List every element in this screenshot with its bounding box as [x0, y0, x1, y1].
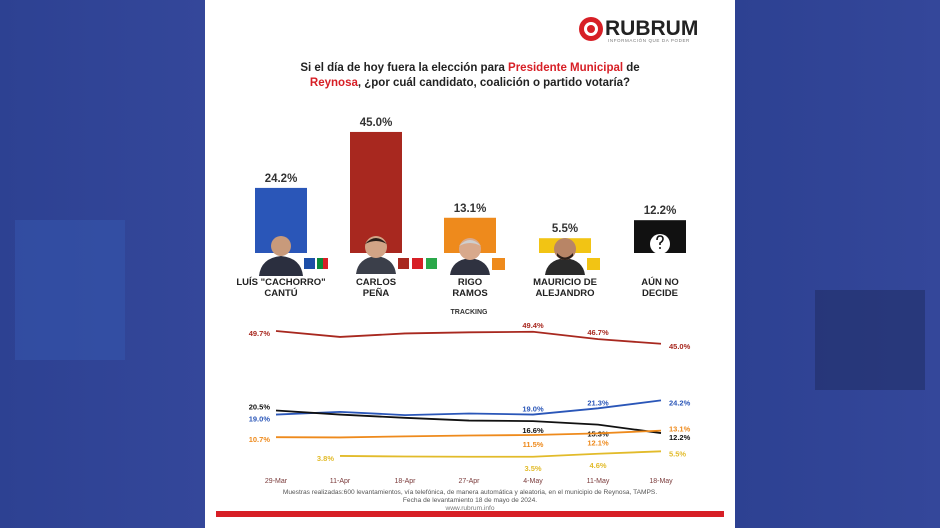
- photo-beard: [557, 253, 573, 260]
- title-part: de: [623, 62, 640, 74]
- x-tick-label: 18-May: [649, 478, 673, 485]
- series-line: [275, 409, 662, 434]
- photo-hair: [365, 238, 387, 244]
- party-logo: [304, 258, 315, 269]
- party-logo: [492, 258, 505, 270]
- x-tick-label: 18-Apr: [394, 478, 416, 485]
- party-logo: [398, 258, 409, 269]
- x-tick-label: 27-Apr: [458, 478, 480, 485]
- line-chart: 29-Mar 11-Apr 18-Apr 27-Apr 4-May 11-May 18-Ma…: [249, 321, 691, 485]
- value-label: 46.7%: [587, 328, 609, 337]
- party-logo: [323, 258, 328, 269]
- blur-shape: [815, 290, 925, 390]
- logo: RUBRUM INFORMACIÓN QUE DA PODER: [579, 17, 698, 43]
- value-label: 3.8%: [317, 454, 334, 463]
- title-line: Si el día de hoy fuera la elección para …: [300, 62, 639, 74]
- logo-dot: [587, 25, 595, 33]
- photo-body: [259, 256, 303, 276]
- tracking-title: TRACKING: [451, 309, 488, 316]
- photo-head: [271, 236, 291, 256]
- footer-note: Muestras realizadas:600 levantamientos, …: [282, 489, 658, 496]
- value-label: 10.7%: [249, 435, 271, 444]
- value-label: 11.5%: [523, 440, 544, 449]
- photo: [642, 234, 678, 272]
- x-tick-label: 11-May: [587, 478, 610, 485]
- photo: [259, 236, 303, 276]
- photo: [545, 238, 585, 275]
- series-line: [275, 399, 662, 417]
- value-label: 5.5%: [669, 449, 686, 458]
- logo-tagline: INFORMACIÓN QUE DA PODER: [608, 37, 690, 43]
- x-tick-label: 4-May: [523, 478, 543, 485]
- value-label: 45.0%: [669, 342, 691, 351]
- party-logos: [304, 258, 600, 270]
- photos: [259, 234, 678, 276]
- value-label: 13.1%: [454, 203, 487, 215]
- x-tick-label: CARLOS PEÑA: [355, 277, 397, 299]
- photo: [356, 236, 396, 274]
- x-tick-label: 29-Mar: [265, 478, 288, 485]
- value-label: 49.7%: [249, 329, 271, 338]
- photo-body: [545, 258, 585, 275]
- series-line: [275, 429, 662, 439]
- value-label: 5.5%: [552, 223, 578, 235]
- value-label: 19.0%: [522, 405, 544, 414]
- value-label: 49.4%: [522, 321, 544, 330]
- party-logo: [426, 258, 437, 269]
- blur-shape: [15, 220, 125, 360]
- value-label: 12.2%: [669, 433, 691, 442]
- value-label: 21.3%: [587, 398, 609, 407]
- footer-date: Fecha de levantamiento 18 de mayo de 202…: [402, 497, 538, 504]
- value-label: 16.6%: [522, 426, 544, 435]
- party-logo: [317, 258, 328, 269]
- photo-hair: [459, 240, 481, 246]
- photo-body: [450, 258, 490, 275]
- title-part: , ¿por cuál candidato, coalición o parti…: [358, 77, 630, 89]
- title-part: Reynosa: [310, 77, 359, 89]
- series-line: [275, 330, 662, 345]
- value-label: 4.6%: [589, 461, 606, 470]
- x-tick-label: 11-Apr: [330, 478, 351, 485]
- x-tick-label: LUÍS "CACHORRO" CANTÚ: [236, 277, 326, 299]
- value-label: 45.0%: [360, 117, 393, 129]
- title-line: Reynosa, ¿por cuál candidato, coalición …: [310, 77, 630, 89]
- title-part: Presidente Municipal: [508, 62, 623, 74]
- x-tick-label: RIGO RAMOS: [452, 277, 488, 299]
- value-label: 12.2%: [644, 205, 677, 217]
- value-label: 13.1%: [669, 425, 691, 434]
- title-part: Si el día de hoy fuera la elección para: [300, 62, 508, 74]
- party-logo: [587, 258, 600, 270]
- background-right: [735, 0, 940, 528]
- value-label: 24.2%: [669, 398, 691, 407]
- value-label: 12.1%: [587, 438, 609, 447]
- photo-body: [642, 256, 678, 272]
- x-tick-label: AÚN NO DECIDE: [641, 277, 679, 299]
- footer-url: www.rubrum.info: [445, 505, 495, 512]
- value-label: 3.5%: [524, 464, 541, 473]
- x-tick-label: MAURICIO DE ALEJANDRO: [533, 277, 597, 299]
- photo-head: [554, 238, 576, 260]
- photo-body: [356, 256, 396, 274]
- photo-question: [659, 247, 661, 249]
- footer-bar: [216, 511, 724, 517]
- value-label: 20.5%: [249, 402, 271, 411]
- value-label: 24.2%: [265, 173, 298, 185]
- photo: [450, 238, 490, 275]
- series-line: [339, 450, 662, 458]
- party-logo: [412, 258, 423, 269]
- value-label: 19.0%: [249, 415, 271, 424]
- logo-name: RUBRUM: [605, 17, 698, 40]
- bar: [350, 131, 402, 253]
- photo-question: [656, 235, 664, 245]
